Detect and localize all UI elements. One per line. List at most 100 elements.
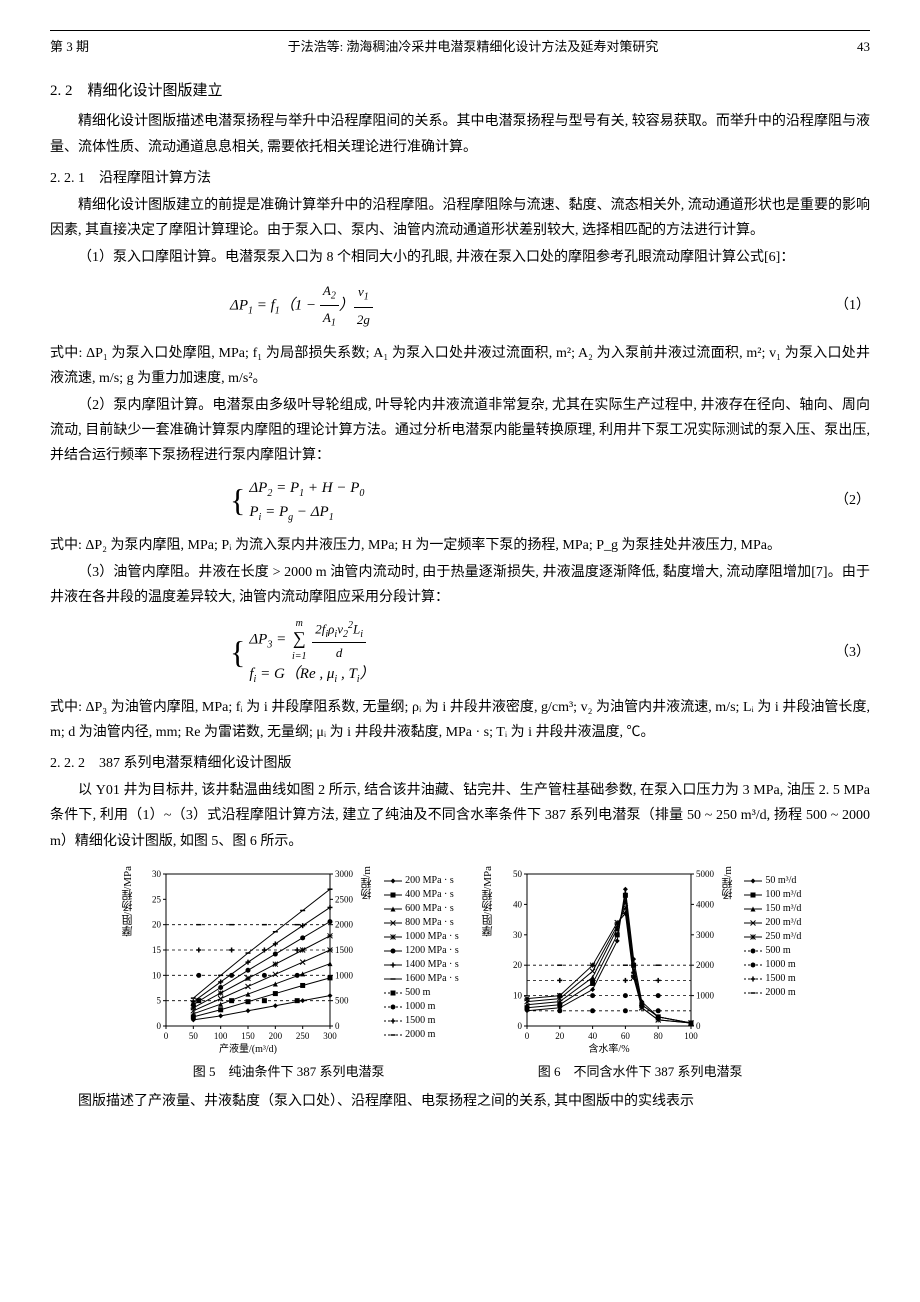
svg-text:60: 60 xyxy=(620,1031,630,1041)
s22-p1: 精细化设计图版描述电潜泵扬程与举升中沿程摩阻间的关系。其中电潜泵扬程与型号有关,… xyxy=(50,109,870,159)
legend-item: 1000 m xyxy=(384,1000,459,1014)
svg-text:50: 50 xyxy=(513,869,523,879)
footer-para: 图版描述了产液量、井液黏度（泵入口处）、沿程摩阻、电泵扬程之间的关系, 其中图版… xyxy=(50,1089,870,1114)
equation-3-row: { ΔP3 = m∑i=1 2fiρiv22Lid fi = G（Re , μi… xyxy=(50,618,870,686)
s221-p3: （2）泵内摩阻计算。电潜泵由多级叶导轮组成, 叶导轮内井液流道非常复杂, 尤其在… xyxy=(50,393,870,469)
legend-item: 150 m³/d xyxy=(744,902,801,916)
legend-item: 1200 MPa · s xyxy=(384,944,459,958)
svg-text:30: 30 xyxy=(152,869,162,879)
legend-label: 2000 m xyxy=(405,1028,435,1042)
section-2-2-2-title: 2. 2. 2 387 系列电潜泵精细化设计图版 xyxy=(50,751,870,776)
legend-label: 1600 MPa · s xyxy=(405,972,459,986)
legend-item: 500 m xyxy=(384,986,459,1000)
equation-3-number: （3） xyxy=(810,640,870,665)
equation-1: ΔP1 = f1（1 − A2A1）v12g xyxy=(50,279,810,333)
svg-text:30: 30 xyxy=(513,930,523,940)
legend-label: 400 MPa · s xyxy=(405,888,454,902)
fig5-y-left-label: 摩阻/扬程/MPa xyxy=(119,866,139,937)
svg-text:250: 250 xyxy=(296,1031,310,1041)
svg-text:20: 20 xyxy=(555,1031,565,1041)
svg-text:4000: 4000 xyxy=(696,899,715,909)
s221-p4: （3）油管内摩阻。井液在长度 > 2000 m 油管内流动时, 由于热量逐渐损失… xyxy=(50,560,870,610)
legend-item: 200 MPa · s xyxy=(384,874,459,888)
svg-text:10: 10 xyxy=(152,970,162,980)
svg-text:3000: 3000 xyxy=(696,930,715,940)
equation-1-row: ΔP1 = f1（1 − A2A1）v12g （1） xyxy=(50,279,870,333)
fig6-chart: 0204060801000102030405001000200030004000… xyxy=(499,866,719,1056)
section-2-2-1-title: 2. 2. 1 沿程摩阻计算方法 xyxy=(50,166,870,191)
fig6-legend: 50 m³/d100 m³/d150 m³/d200 m³/d250 m³/d5… xyxy=(744,866,801,1000)
svg-text:1000: 1000 xyxy=(696,990,715,1000)
svg-text:2500: 2500 xyxy=(335,894,354,904)
legend-item: 800 MPa · s xyxy=(384,916,459,930)
eq2-description: 式中: ΔP₂ 为泵内摩阻, MPa; Pᵢ 为流入泵内井液压力, MPa; H… xyxy=(50,533,870,558)
svg-text:150: 150 xyxy=(242,1031,256,1041)
svg-text:20: 20 xyxy=(152,919,162,929)
section-2-2-title: 2. 2 精细化设计图版建立 xyxy=(50,78,870,105)
issue-number: 第 3 期 xyxy=(50,35,89,58)
legend-label: 600 MPa · s xyxy=(405,902,454,916)
s222-p1: 以 Y01 井为目标井, 该井黏温曲线如图 2 所示, 结合该井油藏、钻完井、生… xyxy=(50,778,870,854)
fig5-y-right-label: 扬程/m xyxy=(358,866,378,900)
legend-item: 100 m³/d xyxy=(744,888,801,902)
s221-p1: 精细化设计图版建立的前提是准确计算举升中的沿程摩阻。沿程摩阻除与流速、黏度、流态… xyxy=(50,193,870,243)
legend-label: 150 m³/d xyxy=(765,902,801,916)
fig6-y-left-label: 摩阻/扬程/MPa xyxy=(479,866,499,937)
legend-item: 600 MPa · s xyxy=(384,902,459,916)
equation-2-number: （2） xyxy=(810,488,870,513)
svg-text:1000: 1000 xyxy=(335,970,354,980)
legend-label: 200 MPa · s xyxy=(405,874,454,888)
equation-2: { ΔP2 = P1 + H − P0 Pi = Pg − ΔP1 xyxy=(50,477,810,525)
svg-text:0: 0 xyxy=(335,1021,340,1031)
legend-label: 1500 m xyxy=(405,1014,435,1028)
svg-text:25: 25 xyxy=(152,894,162,904)
legend-item: 400 MPa · s xyxy=(384,888,459,902)
svg-text:0: 0 xyxy=(696,1021,701,1031)
legend-item: 1500 m xyxy=(744,972,801,986)
svg-text:0: 0 xyxy=(157,1021,162,1031)
svg-text:产液量/(m³/d): 产液量/(m³/d) xyxy=(219,1042,277,1055)
svg-text:10: 10 xyxy=(513,990,523,1000)
svg-text:2000: 2000 xyxy=(696,960,715,970)
legend-item: 1000 MPa · s xyxy=(384,930,459,944)
fig5-chart: 0501001502002503000510152025300500100015… xyxy=(138,866,358,1056)
svg-text:2000: 2000 xyxy=(335,919,354,929)
legend-label: 100 m³/d xyxy=(765,888,801,902)
svg-text:0: 0 xyxy=(517,1021,522,1031)
legend-label: 1500 m xyxy=(765,972,795,986)
fig6-y-right-label: 扬程/m xyxy=(719,866,739,900)
page-number: 43 xyxy=(857,35,870,58)
svg-text:300: 300 xyxy=(324,1031,338,1041)
equation-3: { ΔP3 = m∑i=1 2fiρiv22Lid fi = G（Re , μi… xyxy=(50,618,810,686)
legend-label: 200 m³/d xyxy=(765,916,801,930)
svg-text:3000: 3000 xyxy=(335,869,354,879)
svg-text:含水率/%: 含水率/% xyxy=(588,1042,629,1055)
legend-label: 250 m³/d xyxy=(765,930,801,944)
legend-item: 2000 m xyxy=(384,1028,459,1042)
svg-text:40: 40 xyxy=(588,1031,598,1041)
svg-text:0: 0 xyxy=(524,1031,529,1041)
s221-p2: （1）泵入口摩阻计算。电潜泵泵入口为 8 个相同大小的孔眼, 井液在泵入口处的摩… xyxy=(50,245,870,270)
equation-1-number: （1） xyxy=(810,293,870,318)
legend-label: 500 m xyxy=(765,944,790,958)
legend-item: 500 m xyxy=(744,944,801,958)
svg-text:100: 100 xyxy=(684,1031,698,1041)
svg-text:50: 50 xyxy=(189,1031,199,1041)
legend-item: 1500 m xyxy=(384,1014,459,1028)
eq3-description: 式中: ΔP₃ 为油管内摩阻, MPa; fᵢ 为 i 井段摩阻系数, 无量纲;… xyxy=(50,695,870,745)
svg-text:100: 100 xyxy=(214,1031,228,1041)
figure-5: 摩阻/扬程/MPa 050100150200250300051015202530… xyxy=(119,866,459,1083)
fig6-caption: 图 6 不同含水件下 387 系列电潜泵 xyxy=(479,1060,802,1083)
legend-label: 2000 m xyxy=(765,986,795,1000)
svg-text:20: 20 xyxy=(513,960,523,970)
legend-item: 1000 m xyxy=(744,958,801,972)
svg-text:5: 5 xyxy=(157,995,162,1005)
svg-text:40: 40 xyxy=(513,899,523,909)
svg-text:80: 80 xyxy=(653,1031,663,1041)
equation-2-row: { ΔP2 = P1 + H − P0 Pi = Pg − ΔP1 （2） xyxy=(50,477,870,525)
legend-item: 200 m³/d xyxy=(744,916,801,930)
charts-row: 摩阻/扬程/MPa 050100150200250300051015202530… xyxy=(50,866,870,1083)
fig5-legend: 200 MPa · s400 MPa · s600 MPa · s800 MPa… xyxy=(384,866,459,1042)
legend-label: 500 m xyxy=(405,986,430,1000)
svg-text:15: 15 xyxy=(152,945,162,955)
